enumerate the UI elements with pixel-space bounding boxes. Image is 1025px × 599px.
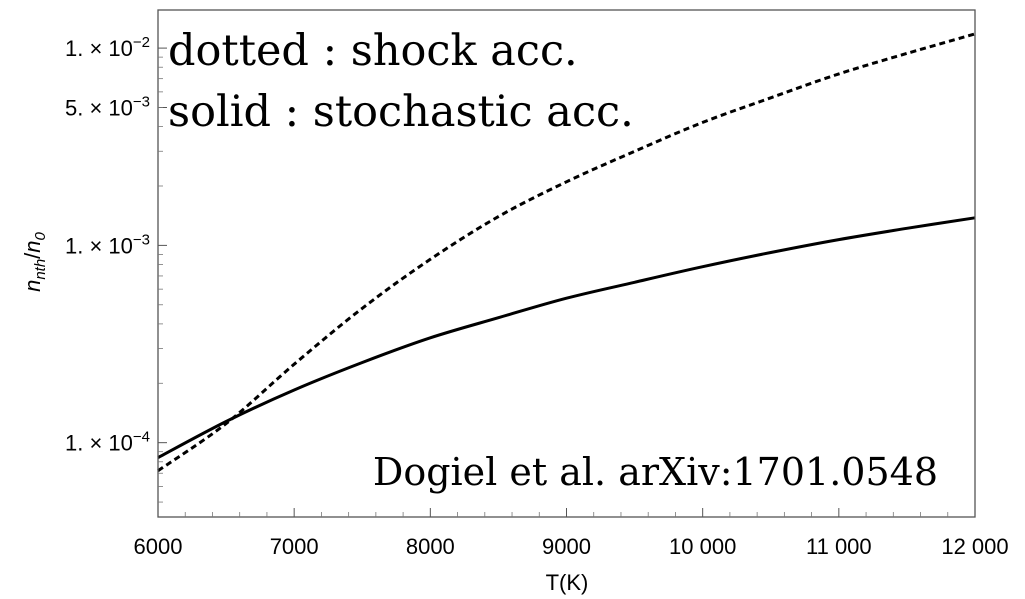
axis-ticks: 6000 7000 8000 9000 10 000 11 000 12 000 1. × 1… (65, 34, 1009, 559)
x-tick-label: 9000 (542, 534, 591, 559)
x-tick-label: 8000 (406, 534, 455, 559)
citation-annotation: Dogiel et al. arXiv:1701.0548 (373, 450, 938, 494)
x-tick-label: 12 000 (941, 534, 1008, 559)
series-line-dotted (157, 32, 976, 473)
series-line-solid (157, 216, 976, 459)
x-tick-label: 7000 (270, 534, 319, 559)
x-tick-label: 11 000 (806, 534, 872, 559)
annotation-dotted: dotted : shock acc. (168, 26, 578, 76)
y-tick-label: 1. × 10−3 (65, 231, 150, 258)
x-axis-label: T(K) (546, 570, 589, 595)
y-tick-label: 5. × 10−3 (65, 93, 150, 120)
x-tick-label: 10 000 (669, 534, 736, 559)
x-tick-label: 6000 (134, 534, 183, 559)
plot-marks (157, 32, 976, 473)
y-tick-label: 1. × 10−2 (65, 34, 150, 61)
y-tick-label: 1. × 10−4 (65, 429, 150, 456)
annotation-solid: solid : stochastic acc. (168, 87, 634, 137)
y-axis-label: nnth/n0 (20, 231, 49, 291)
